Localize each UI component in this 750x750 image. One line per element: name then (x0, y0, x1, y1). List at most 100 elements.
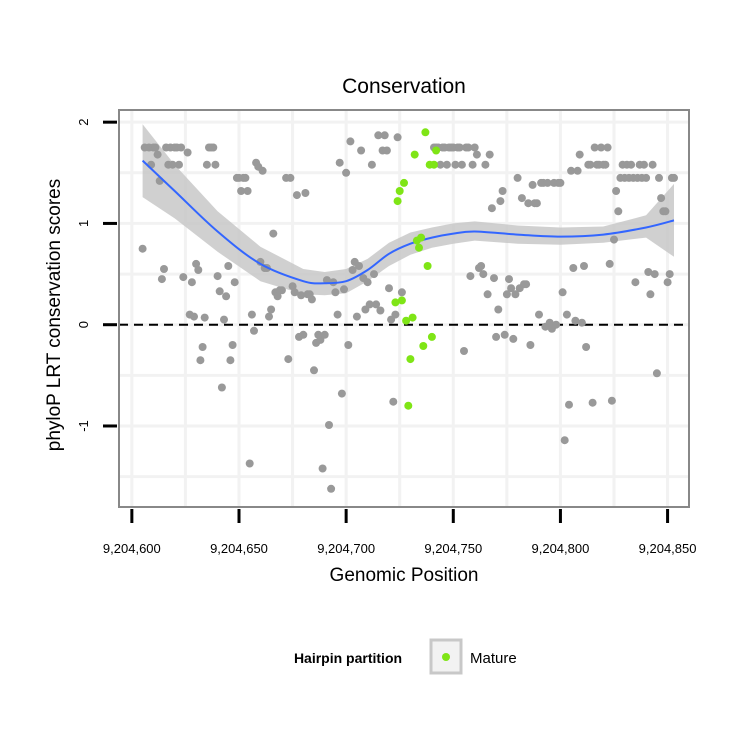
data-point (183, 148, 192, 157)
data-point (646, 290, 655, 299)
data-point (299, 330, 308, 339)
data-point (565, 400, 573, 409)
data-point (389, 397, 398, 406)
data-point (627, 160, 636, 169)
data-point (494, 305, 503, 314)
panel-frame (118, 109, 690, 508)
x-tick-label: 9,204,650 (210, 541, 268, 556)
data-point (322, 276, 331, 285)
data-point (601, 160, 610, 169)
x-tick-label: 9,204,800 (532, 541, 590, 556)
data-point (460, 347, 468, 355)
data-point (457, 160, 466, 169)
data-point (277, 286, 286, 295)
data-point (202, 160, 211, 169)
data-point (644, 268, 653, 276)
data-point (363, 278, 372, 287)
data-point-mature (419, 342, 428, 350)
data-point (464, 143, 473, 152)
panel-border (118, 109, 690, 508)
data-point (224, 262, 233, 270)
data-point (614, 207, 623, 216)
data-point (342, 168, 351, 177)
data-point (485, 150, 494, 159)
data-point (483, 290, 492, 299)
points-other (138, 131, 678, 493)
data-point (640, 160, 648, 169)
data-point (198, 343, 207, 351)
data-point (151, 143, 160, 152)
data-point (318, 464, 327, 473)
data-point (325, 421, 333, 429)
data-point (292, 191, 301, 200)
data-point (335, 158, 344, 167)
data-point (346, 137, 355, 146)
data-point (543, 178, 552, 187)
data-point (556, 178, 565, 187)
data-point (552, 320, 561, 329)
data-point (573, 166, 582, 175)
data-point-mature (432, 146, 441, 155)
data-point-mature (415, 243, 423, 252)
data-point (517, 194, 526, 203)
data-point-mature (391, 298, 400, 307)
data-point (663, 278, 672, 287)
data-point (376, 306, 385, 315)
grid-lines (119, 110, 689, 507)
data-point (209, 143, 218, 152)
smooth-trend (141, 159, 675, 285)
data-point (393, 133, 402, 142)
data-point (157, 275, 166, 284)
data-point (526, 341, 535, 349)
data-point (490, 274, 498, 283)
legend-key-mature (442, 653, 450, 661)
data-point (385, 284, 393, 293)
x-tick-label: 9,204,750 (424, 541, 482, 556)
x-tick-label: 9,204,850 (639, 541, 697, 556)
data-point (670, 173, 678, 182)
panel-background (119, 110, 689, 507)
data-point-mature (427, 332, 436, 341)
data-point (175, 160, 183, 169)
data-point (575, 150, 584, 159)
data-point (524, 199, 533, 208)
data-point (179, 273, 188, 282)
data-point (502, 290, 511, 299)
legend-title: Hairpin partition (294, 650, 402, 666)
data-point-mature (402, 316, 411, 325)
data-point (333, 310, 342, 319)
data-point (397, 288, 406, 297)
data-point (190, 312, 198, 321)
data-point (597, 143, 606, 152)
data-point (652, 369, 661, 378)
y-tick-label: -1 (76, 420, 91, 432)
data-point (187, 278, 196, 287)
data-point (284, 355, 293, 364)
data-point (370, 270, 378, 279)
data-point (194, 266, 203, 274)
data-point (290, 288, 299, 297)
data-point (320, 330, 329, 339)
chart-title: Conservation (342, 75, 466, 98)
data-point (505, 275, 513, 284)
data-point (560, 436, 569, 445)
data-point (586, 160, 595, 169)
data-point (580, 262, 588, 270)
data-point (307, 295, 316, 304)
data-point-mature (410, 150, 419, 159)
data-point (391, 310, 400, 319)
data-point (528, 180, 537, 189)
data-point (327, 484, 336, 493)
data-point (226, 356, 235, 365)
data-point (642, 173, 651, 182)
data-point (507, 284, 516, 293)
smooth-line (141, 159, 675, 285)
data-point (243, 187, 252, 195)
data-point (562, 310, 571, 319)
data-point (265, 312, 273, 321)
data-point-mature (423, 262, 432, 270)
data-point (367, 160, 376, 169)
data-point (230, 278, 239, 287)
data-point (382, 146, 391, 155)
